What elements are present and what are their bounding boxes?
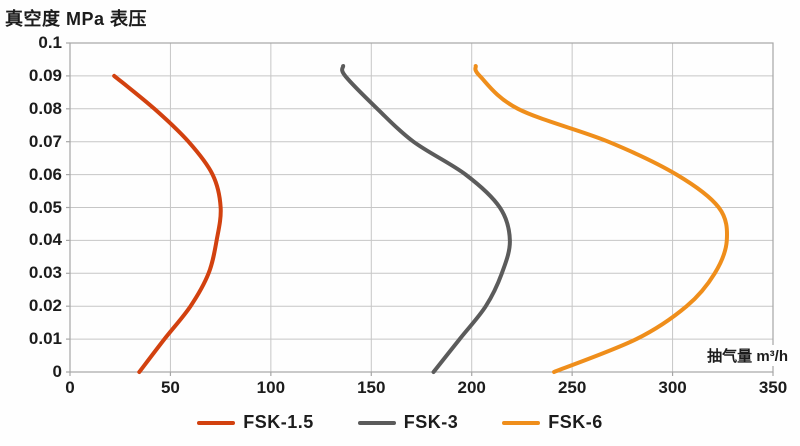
y-tick-label: 0.02 [28, 296, 62, 316]
legend-item-fsk-6: FSK-6 [502, 412, 603, 433]
y-tick-label: 0.06 [28, 164, 62, 184]
fsk-6-curve [473, 64, 730, 374]
x-tick-label: 350 [758, 378, 788, 397]
y-tick-label: 0.03 [28, 263, 62, 283]
plot-border [69, 42, 774, 373]
y-tick-label: 0.09 [28, 65, 62, 85]
legend-item-fsk-1.5: FSK-1.5 [197, 412, 314, 433]
y-tick-label: 0.08 [28, 98, 62, 118]
x-tick-label: 100 [256, 378, 286, 397]
y-tick-label: 0.05 [28, 197, 62, 217]
y-tick-label: 0.1 [38, 33, 62, 52]
fsk-3-curve [340, 64, 512, 374]
x-tick-label: 150 [357, 378, 386, 397]
y-tick-label: 0.07 [28, 131, 62, 151]
legend-label: FSK-6 [548, 412, 603, 432]
data-curves [112, 64, 730, 374]
x-tick-label: 250 [557, 378, 587, 397]
y-tick-label: 0.04 [28, 230, 62, 250]
legend-line-swatch [502, 420, 541, 425]
x-axis-unit-label: 抽气量 m³/h [705, 345, 790, 366]
fsk-1.5-curve [112, 73, 223, 374]
legend-label: FSK-1.5 [243, 412, 314, 432]
legend-line-swatch [197, 420, 236, 425]
x-tick-label: 200 [457, 378, 486, 397]
x-tick-label: 0 [65, 378, 75, 397]
x-tick-label: 50 [160, 378, 180, 397]
x-tick-label: 300 [658, 378, 687, 397]
legend: FSK-1.5 FSK-3 FSK-6 [0, 412, 800, 433]
y-tick-label: 0 [52, 362, 62, 381]
legend-label: FSK-3 [403, 412, 459, 432]
legend-item-fsk-3: FSK-3 [357, 412, 459, 433]
chart-title: 真空度 MPa 表压 [5, 9, 148, 29]
y-tick-label: 0.01 [28, 329, 62, 349]
legend-line-swatch [357, 420, 396, 425]
axis-tick-marks [66, 42, 774, 376]
